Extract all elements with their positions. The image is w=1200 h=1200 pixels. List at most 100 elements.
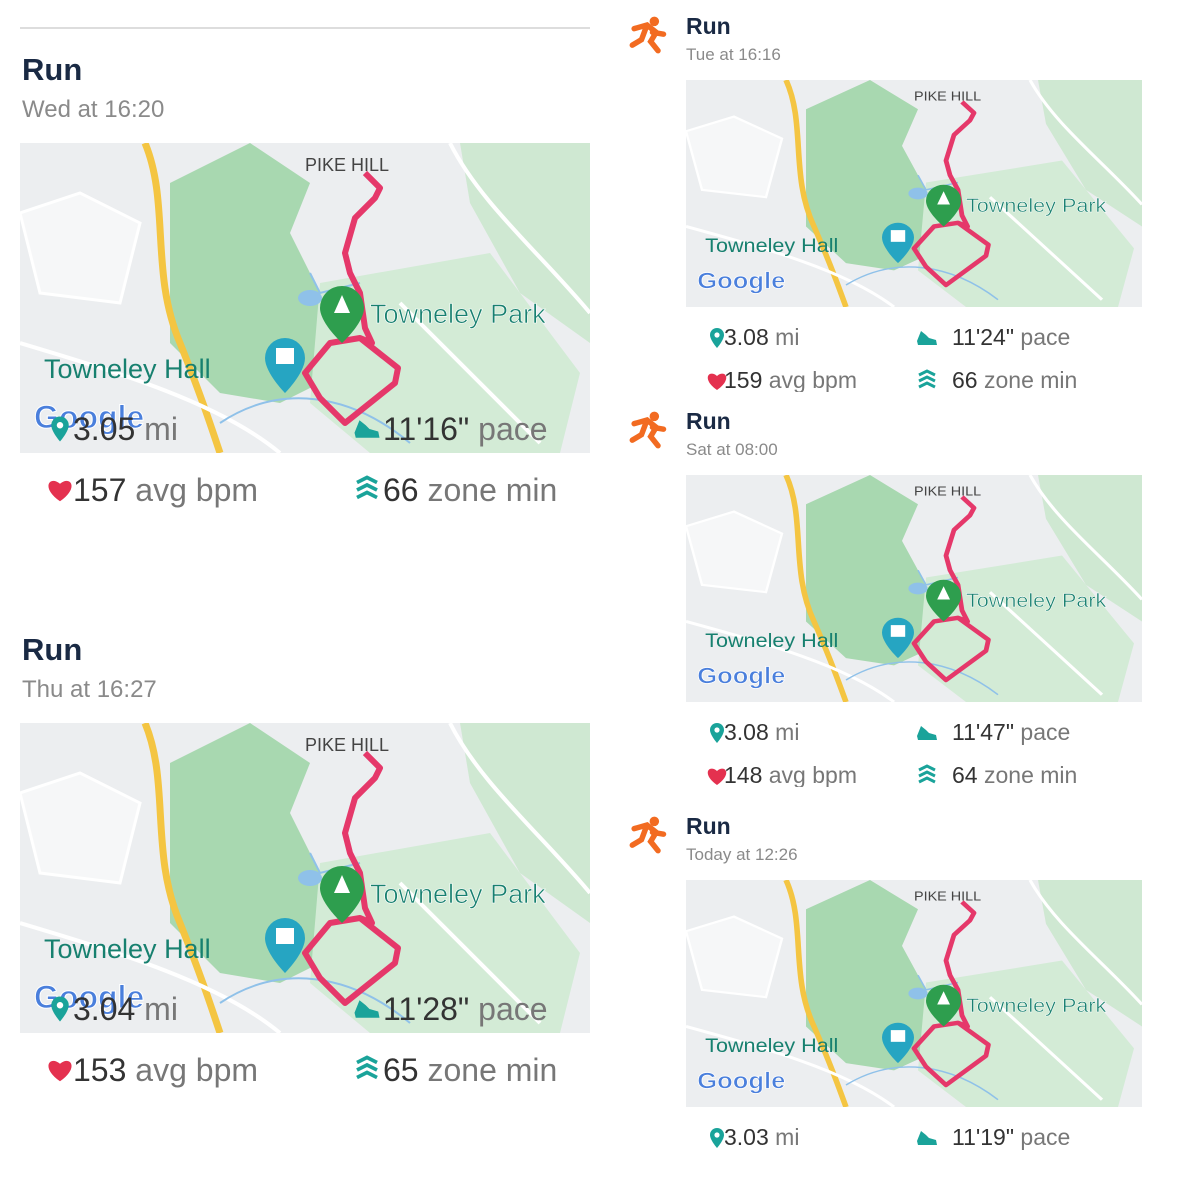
map-brand: Google [697,269,785,295]
stat-value: 153 [73,1052,127,1088]
map-park: Towneley Park [966,995,1107,1017]
stat: 11'47" pace [952,719,1070,746]
activity-title: Run [22,52,83,87]
stat-unit: zone min [983,367,1078,392]
stat-icon [710,328,724,348]
activity-card[interactable]: Run Thu at 16:27 PIKE HILL Towneley Park Tow… [20,610,590,1185]
stat-icon [707,373,727,390]
stat-value: 66 [383,472,419,508]
stat: 3.08 mi [724,719,799,746]
activity-time: Sat at 08:00 [686,440,778,459]
stat-unit: zone min [427,1052,558,1088]
stat-icon [48,480,72,502]
map-hall: Towneley Hall [705,630,838,652]
stat-icon [356,1055,378,1080]
activity-card[interactable]: Run Today at 12:26 PIKE HILL Towneley Park T… [620,800,1180,1192]
stat-unit: pace [478,991,548,1027]
stat-icon [917,1131,937,1145]
activity-title: Run [686,408,731,434]
activity-card[interactable]: Run Wed at 16:20 PIKE HILL Towneley Park Tow… [20,30,590,605]
map-park: Towneley Park [966,195,1107,217]
stat-unit: avg bpm [768,762,857,787]
stat-unit: avg bpm [135,1052,259,1088]
stat-value: 148 [724,762,763,787]
runner-icon [629,16,667,54]
stat: 65 zone min [383,1052,557,1089]
activity-time: Today at 12:26 [686,845,798,864]
route-map: PIKE HILL Towneley Park Towneley Hall Googl… [686,880,1142,1107]
stat-value: 11'28" [383,991,470,1027]
stat-unit: zone min [983,762,1078,787]
stat-value: 11'16" [383,411,470,447]
stat-icon [354,420,380,438]
runner-icon [629,816,667,854]
stat-icon [918,369,936,389]
stat: 153 avg bpm [73,1052,258,1089]
map-place: PIKE HILL [914,89,982,103]
stat: 157 avg bpm [73,472,258,509]
map-hall: Towneley Hall [705,1035,838,1057]
map-brand: Google [697,1069,785,1095]
stat: 159 avg bpm [724,367,857,392]
stat-unit: mi [775,1124,800,1150]
activity-card[interactable]: Run Sat at 08:00 PIKE HILL Towneley Park Tow… [620,395,1180,787]
map-place: PIKE HILL [914,889,982,903]
route-map: PIKE HILL Towneley Park Towneley Hall Googl… [686,475,1142,702]
map-park: Towneley Park [370,299,546,329]
map-hall: Towneley Hall [705,235,838,257]
stat-unit: pace [1020,324,1071,350]
stat: 3.03 mi [724,1124,799,1151]
stat-value: 3.03 [724,1124,769,1150]
activity-title: Run [686,813,731,839]
runner-icon [629,411,667,449]
stat-value: 11'47" [952,719,1015,745]
stat-unit: mi [775,719,800,745]
stat-icon [917,726,937,740]
stat: 66 zone min [952,367,1077,392]
stat-icon [356,475,378,500]
map-place: PIKE HILL [305,155,389,175]
stat-unit: avg bpm [135,472,259,508]
top-divider [20,27,590,29]
stat-unit: mi [144,991,178,1027]
stat-unit: pace [478,411,548,447]
stat-icon [917,331,937,345]
stat-value: 3.08 [724,719,769,745]
stat: 11'19" pace [952,1124,1070,1151]
map-hall: Towneley Hall [44,354,211,384]
stat-unit: pace [1020,719,1071,745]
stat-value: 64 [952,762,978,787]
map-brand: Google [697,664,785,690]
stat-value: 3.08 [724,324,769,350]
stat-value: 3.05 [73,411,136,447]
stat-value: 66 [952,367,978,392]
route-map: PIKE HILL Towneley Park Towneley Hall Googl… [686,80,1142,307]
map-place: PIKE HILL [305,735,389,755]
map-hall: Towneley Hall [44,934,211,964]
stat-value: 159 [724,367,763,392]
stat-unit: mi [144,411,178,447]
stat-unit: mi [775,324,800,350]
stat: 3.05 mi [73,411,178,448]
stat: 3.04 mi [73,991,178,1028]
activity-title: Run [22,632,83,667]
stat: 11'16" pace [383,411,548,448]
stat-value: 65 [383,1052,419,1088]
stat: 64 zone min [952,762,1077,787]
stat-unit: zone min [427,472,558,508]
stat: 3.08 mi [724,324,799,351]
map-park: Towneley Park [966,590,1107,612]
activity-card[interactable]: Run Tue at 16:16 PIKE HILL Towneley Park Tow… [620,0,1180,392]
stat-icon [707,768,727,785]
stat-icon [710,723,724,743]
activity-time: Tue at 16:16 [686,45,781,64]
stat-value: 11'19" [952,1124,1015,1150]
stat-value: 3.04 [73,991,136,1027]
map-place: PIKE HILL [914,484,982,498]
activity-time: Thu at 16:27 [22,676,157,703]
stat-icon [918,764,936,784]
stat: 11'24" pace [952,324,1070,351]
